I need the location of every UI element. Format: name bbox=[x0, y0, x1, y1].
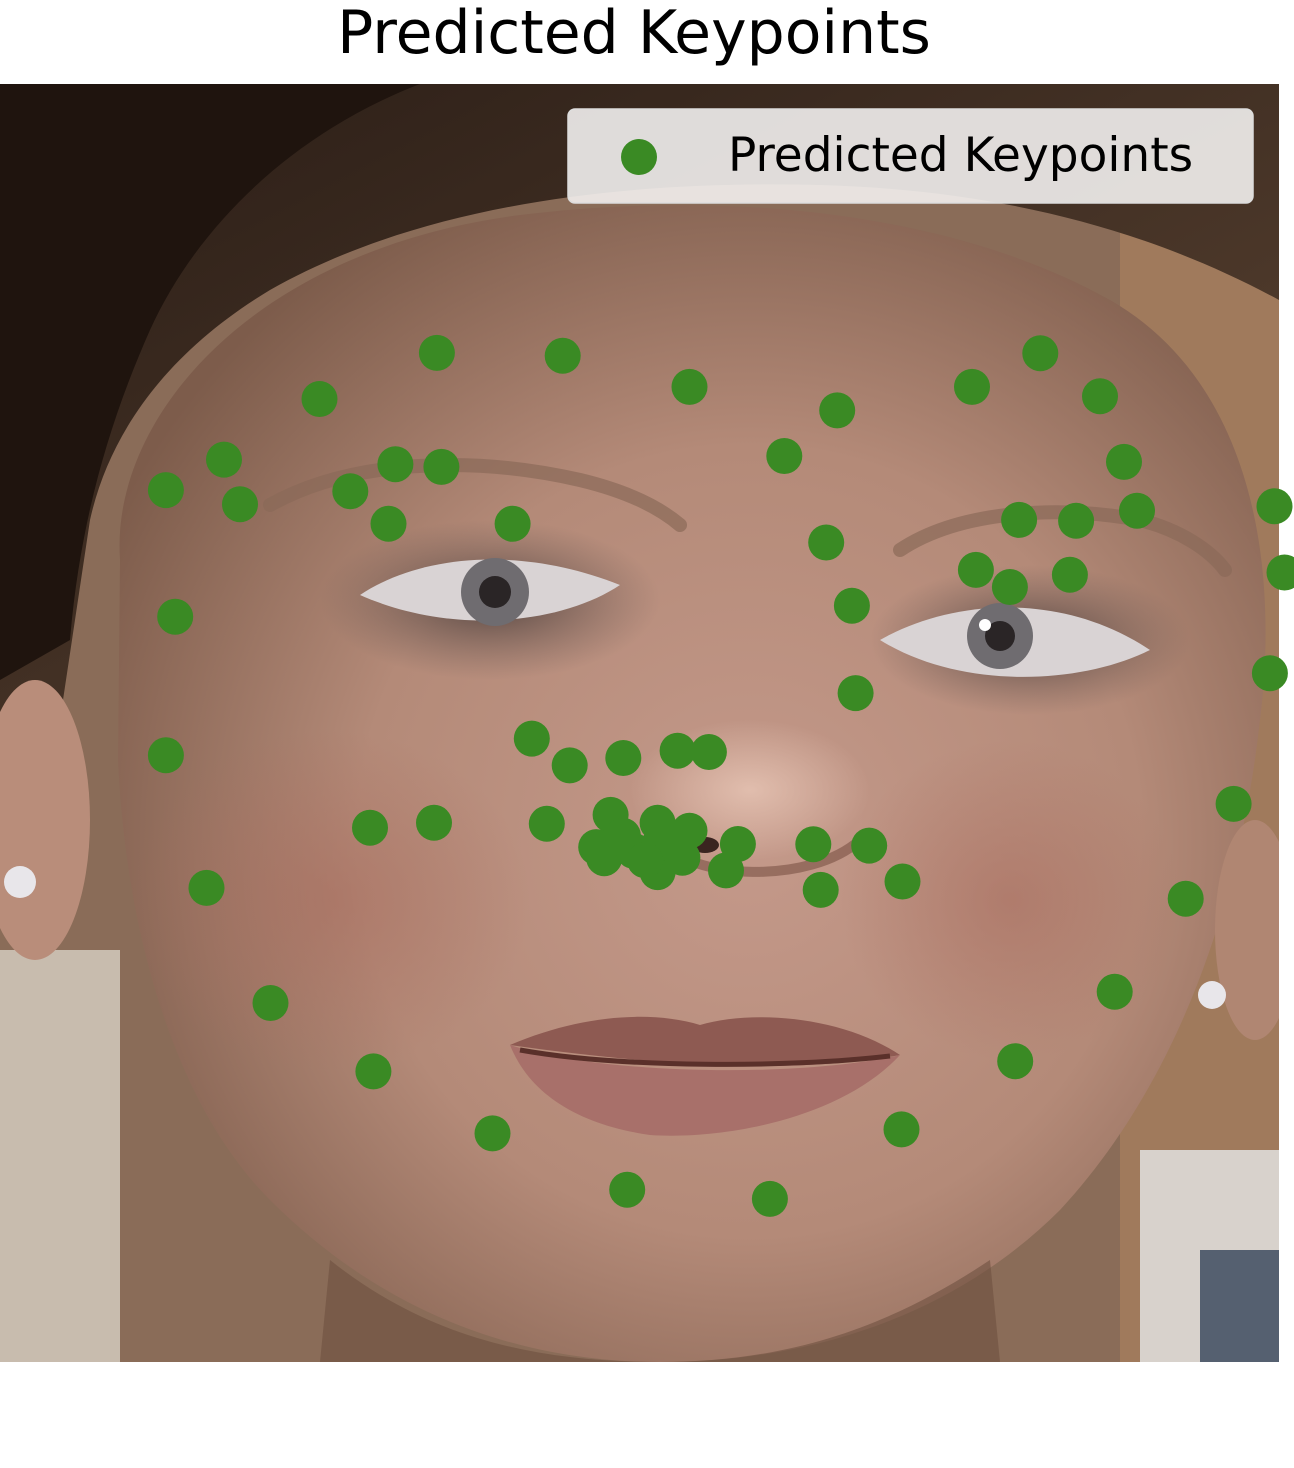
keypoint-32 bbox=[513, 720, 550, 757]
keypoint-45 bbox=[1058, 502, 1095, 539]
legend-box bbox=[567, 108, 1254, 204]
keypoint-5 bbox=[252, 985, 289, 1021]
keypoint-21 bbox=[544, 337, 581, 374]
legend-label: Predicted Keypoints bbox=[728, 128, 1193, 183]
keypoint-8 bbox=[609, 1171, 646, 1208]
keypoint-10 bbox=[883, 1111, 920, 1148]
keypoint-30 bbox=[833, 587, 870, 624]
keypoint-67 bbox=[604, 817, 641, 854]
keypoint-50 bbox=[416, 804, 452, 841]
keypoint-15 bbox=[1251, 655, 1288, 692]
chart-title: Predicted Keypoints bbox=[337, 0, 931, 68]
keypoint-42 bbox=[370, 505, 407, 542]
keypoint-48 bbox=[1051, 556, 1088, 593]
keypoint-9 bbox=[751, 1180, 788, 1217]
keypoint-47 bbox=[957, 551, 994, 588]
keypoint-2 bbox=[157, 598, 194, 635]
keypoint-26 bbox=[1082, 378, 1118, 415]
keypoint-59 bbox=[708, 852, 744, 889]
keypoint-28 bbox=[766, 438, 803, 474]
keypoint-46 bbox=[1001, 501, 1038, 538]
keypoint-25 bbox=[1022, 335, 1059, 372]
keypoint-24 bbox=[954, 368, 990, 405]
keypoint-19 bbox=[301, 381, 338, 417]
keypoint-17 bbox=[1256, 488, 1293, 525]
legend: Predicted Keypoints bbox=[567, 108, 1254, 204]
keypoint-13 bbox=[1167, 880, 1204, 917]
keypoint-55 bbox=[795, 826, 832, 863]
keypoint-51 bbox=[528, 805, 565, 842]
keypoint-34 bbox=[605, 740, 642, 776]
keypoint-56 bbox=[851, 827, 888, 864]
keypoint-4 bbox=[188, 869, 225, 906]
keypoint-12 bbox=[1096, 973, 1133, 1010]
keypoint-37 bbox=[222, 486, 258, 523]
keypoint-57 bbox=[884, 863, 921, 900]
keypoint-3 bbox=[147, 737, 184, 774]
keypoint-22 bbox=[671, 368, 708, 405]
keypoint-20 bbox=[418, 334, 455, 371]
keypoint-58 bbox=[802, 871, 839, 908]
keypoint-68 bbox=[627, 842, 663, 879]
keypoint-40 bbox=[423, 448, 460, 485]
face-photo bbox=[0, 84, 1279, 1362]
keypoints-series bbox=[147, 334, 1294, 1217]
keypoint-43 bbox=[991, 569, 1028, 605]
keypoint-65 bbox=[671, 812, 708, 849]
keypoint-36 bbox=[690, 734, 727, 770]
keypoint-35 bbox=[659, 732, 696, 769]
keypoint-27 bbox=[1106, 443, 1142, 480]
keypoint-1 bbox=[147, 472, 184, 509]
keypoint-14 bbox=[1215, 785, 1252, 822]
keypoint-6 bbox=[355, 1053, 392, 1090]
keypoint-18 bbox=[206, 441, 242, 478]
keypoint-44 bbox=[1119, 492, 1155, 529]
keypoint-7 bbox=[474, 1115, 511, 1152]
keypoint-39 bbox=[377, 446, 414, 483]
keypoint-23 bbox=[819, 392, 856, 429]
keypoint-29 bbox=[808, 524, 845, 561]
keypoint-38 bbox=[332, 473, 369, 510]
keypoint-33 bbox=[551, 747, 588, 784]
legend-marker bbox=[621, 139, 657, 175]
keypoint-11 bbox=[997, 1043, 1034, 1080]
keypoint-41 bbox=[494, 505, 531, 542]
keypoint-49 bbox=[352, 809, 388, 846]
keypoint-31 bbox=[837, 675, 874, 712]
keypoint-16 bbox=[1266, 554, 1294, 591]
